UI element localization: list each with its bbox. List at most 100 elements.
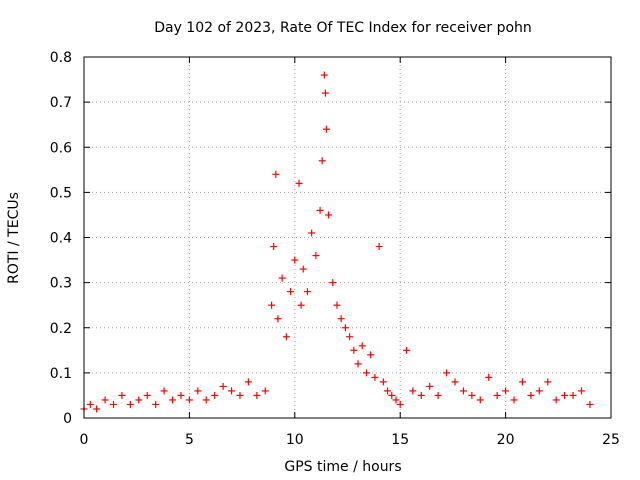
data-point xyxy=(552,396,560,404)
data-point xyxy=(312,252,320,260)
x-axis-label: GPS time / hours xyxy=(284,459,401,475)
data-point xyxy=(388,391,396,399)
data-point xyxy=(544,378,552,386)
data-point xyxy=(270,243,278,251)
data-point xyxy=(160,387,168,395)
data-point xyxy=(308,229,316,237)
axis-ticks: 0 5 10 15 20 25 0 0.1 0.2 0.3 0.4 0.5 0.6 0.7 0.8 xyxy=(50,50,620,448)
data-point xyxy=(535,387,543,395)
data-point xyxy=(417,391,425,399)
data-point xyxy=(316,206,324,214)
data-point xyxy=(403,346,411,354)
data-point xyxy=(569,391,577,399)
x-tick-label: 25 xyxy=(602,432,620,448)
data-point xyxy=(320,71,328,79)
x-tick-label: 15 xyxy=(391,432,409,448)
x-tick-label: 20 xyxy=(497,432,515,448)
y-tick-label: 0.2 xyxy=(50,321,72,337)
data-point xyxy=(282,333,290,341)
data-point xyxy=(375,243,383,251)
plot-frame xyxy=(83,56,612,419)
data-point xyxy=(202,396,210,404)
data-point xyxy=(367,351,375,359)
data-point xyxy=(152,400,160,408)
x-tick-label: 5 xyxy=(185,432,194,448)
data-point xyxy=(86,400,94,408)
data-point xyxy=(409,387,417,395)
data-point xyxy=(219,382,227,390)
data-point xyxy=(287,288,295,296)
y-tick-label: 0.4 xyxy=(50,231,72,247)
data-point xyxy=(527,391,535,399)
data-point xyxy=(485,373,493,381)
data-point xyxy=(321,89,329,97)
data-point xyxy=(194,387,202,395)
data-point xyxy=(303,288,311,296)
data-point xyxy=(577,387,585,395)
data-point xyxy=(325,211,333,219)
y-tick-label: 0.8 xyxy=(50,50,72,66)
data-point xyxy=(451,378,459,386)
data-point xyxy=(443,369,451,377)
data-point xyxy=(110,400,118,408)
y-tick-label: 0.5 xyxy=(50,185,72,201)
x-tick-label: 0 xyxy=(80,432,89,448)
y-tick-label: 0.1 xyxy=(50,366,72,382)
data-point xyxy=(371,373,379,381)
data-point xyxy=(143,391,151,399)
data-point xyxy=(346,333,354,341)
data-point xyxy=(502,387,510,395)
data-point xyxy=(459,387,467,395)
data-point xyxy=(384,387,392,395)
data-point xyxy=(468,391,476,399)
data-point xyxy=(337,315,345,323)
y-tick-label: 0.6 xyxy=(50,140,72,156)
data-point xyxy=(350,346,358,354)
data-point xyxy=(228,387,236,395)
data-point xyxy=(272,170,280,178)
data-point xyxy=(169,396,177,404)
y-tick-label: 0 xyxy=(63,411,72,427)
data-point xyxy=(291,256,299,264)
data-point xyxy=(586,400,594,408)
data-point xyxy=(561,391,569,399)
x-tick-label: 10 xyxy=(286,432,304,448)
y-tick-label: 0.3 xyxy=(50,276,72,292)
data-point xyxy=(177,391,185,399)
data-point xyxy=(299,265,307,273)
grid-lines xyxy=(84,57,611,418)
data-point xyxy=(118,391,126,399)
data-point xyxy=(93,405,101,413)
data-point xyxy=(518,378,526,386)
data-point xyxy=(278,274,286,282)
data-point xyxy=(333,301,341,309)
data-point xyxy=(358,342,366,350)
data-point xyxy=(253,391,261,399)
data-point xyxy=(341,324,349,332)
y-tick-label: 0.7 xyxy=(50,95,72,111)
data-point xyxy=(297,301,305,309)
data-point xyxy=(101,396,109,404)
data-point xyxy=(434,391,442,399)
data-point xyxy=(244,378,252,386)
data-point xyxy=(185,396,193,404)
data-points xyxy=(80,71,594,413)
data-point xyxy=(354,360,362,368)
data-point xyxy=(126,400,134,408)
data-point xyxy=(510,396,518,404)
chart-title: Day 102 of 2023, Rate Of TEC Index for r… xyxy=(154,20,532,36)
data-point xyxy=(295,179,303,187)
data-point xyxy=(426,382,434,390)
data-point xyxy=(396,400,404,408)
data-point xyxy=(268,301,276,309)
data-point xyxy=(261,387,269,395)
data-point xyxy=(318,157,326,165)
data-point xyxy=(135,396,143,404)
data-point xyxy=(274,315,282,323)
data-point xyxy=(322,125,330,133)
data-point xyxy=(493,391,501,399)
data-point xyxy=(392,396,400,404)
data-point xyxy=(476,396,484,404)
data-point xyxy=(211,391,219,399)
